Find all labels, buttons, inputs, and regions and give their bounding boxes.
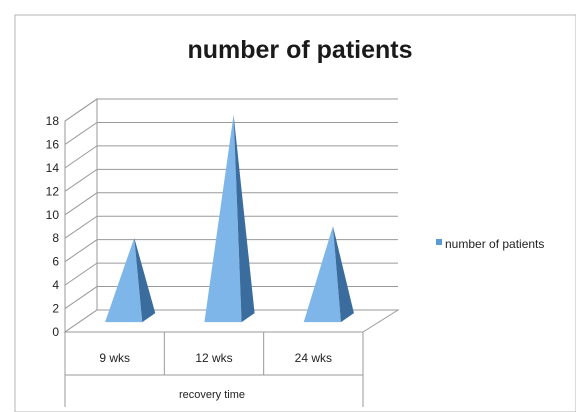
gridline — [64, 286, 398, 309]
y-tick-label: 12 — [46, 184, 60, 198]
gridline — [64, 239, 398, 263]
gridline — [64, 145, 398, 169]
x-tick-label: 12 wks — [195, 351, 232, 365]
pyramid-front-face — [105, 237, 143, 323]
chart-title: number of patients — [187, 36, 412, 64]
gridline — [64, 168, 398, 192]
legend: number of patients — [436, 237, 544, 251]
x-axis-categories: 9 wks 12 wks 24 wks — [64, 332, 364, 407]
y-tick-label: 18 — [46, 114, 60, 128]
y-tick-label: 4 — [52, 278, 59, 292]
y-tick-label: 6 — [52, 255, 59, 269]
chart-border — [14, 14, 576, 412]
gridline — [64, 121, 398, 145]
pyramid-side-face — [332, 226, 354, 323]
pyramid-front-face — [303, 226, 341, 323]
x-tick-label: 9 wks — [99, 351, 130, 365]
legend-label: number of patients — [445, 237, 544, 251]
y-tick-label: 14 — [46, 161, 60, 175]
gridlines — [64, 98, 398, 333]
legend-swatch — [436, 239, 442, 245]
y-tick-label: 8 — [52, 231, 59, 245]
pyramid-side-face — [233, 114, 255, 323]
y-tick-label: 0 — [52, 325, 59, 339]
gridline — [64, 215, 398, 239]
plot-area — [105, 114, 354, 323]
y-tick-label: 16 — [46, 137, 60, 151]
bar-pyramid — [204, 114, 255, 323]
x-tick-label: 24 wks — [295, 351, 332, 365]
bar-pyramid — [303, 226, 354, 323]
bar-pyramid — [105, 237, 156, 323]
gridline — [64, 98, 398, 122]
gridline — [64, 262, 398, 286]
y-axis-ticks: 0 2 4 6 8 10 12 14 16 18 — [46, 114, 60, 339]
gridline — [64, 192, 398, 216]
pyramid-side-face — [134, 237, 156, 323]
x-axis-title: recovery time — [179, 389, 245, 401]
pyramid-front-face — [204, 114, 242, 323]
y-tick-label: 2 — [52, 302, 59, 316]
y-tick-label: 10 — [46, 208, 60, 222]
